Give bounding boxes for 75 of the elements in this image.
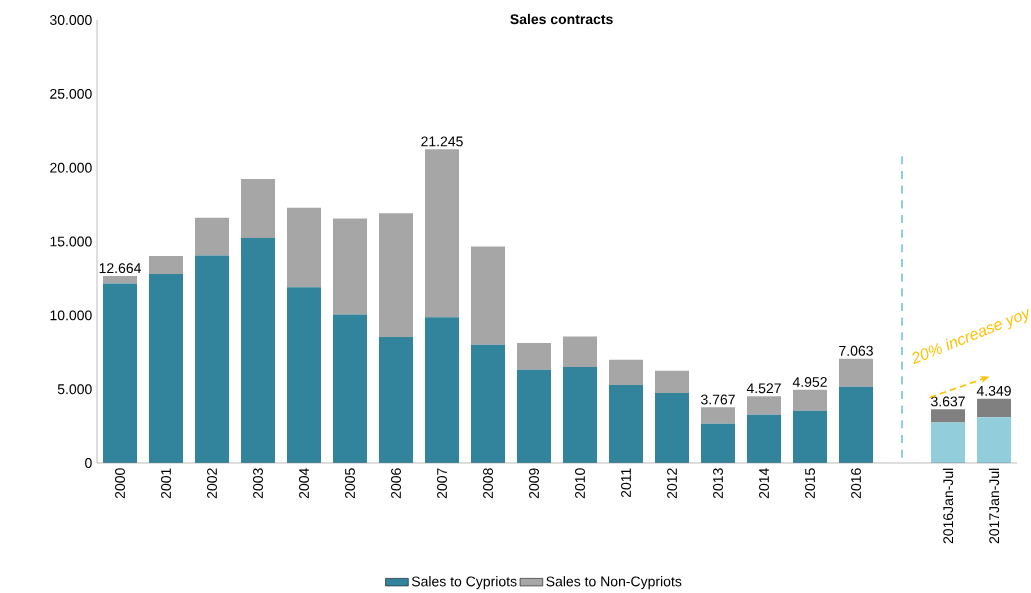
bar — [563, 367, 598, 463]
bar — [793, 410, 828, 463]
x-tick-label: 2012 — [667, 468, 677, 499]
bar — [609, 359, 644, 386]
bar — [287, 207, 321, 288]
bar — [517, 342, 552, 370]
bar — [793, 389, 828, 411]
bar — [425, 149, 460, 318]
x-tick-label: 2002 — [207, 468, 217, 499]
x-tick-label: 2000 — [115, 468, 125, 499]
total-label: 4.349 — [976, 385, 1011, 396]
chart-title: Sales contracts — [510, 13, 613, 25]
bar — [195, 217, 229, 256]
bar — [701, 423, 736, 463]
bar — [379, 337, 414, 463]
legend-label: Sales to Cypriots — [411, 576, 517, 590]
bar — [701, 407, 736, 424]
x-tick-label: 2003 — [253, 468, 263, 499]
x-tick-label: 2006 — [391, 468, 401, 499]
y-tick-label: 0 — [85, 458, 92, 468]
x-tick-label: 2004 — [299, 468, 309, 499]
total-label: 3.637 — [931, 396, 965, 407]
legend-label: Sales to Non-Cypriots — [546, 576, 682, 590]
bar — [747, 396, 782, 415]
total-label: 4.527 — [746, 383, 781, 394]
x-tick-label: 2001 — [161, 468, 171, 499]
x-tick-label: 2016Jan-Jul — [942, 468, 954, 544]
bar — [517, 369, 552, 463]
bar — [977, 398, 1012, 418]
x-tick-label: 2011 — [621, 468, 631, 498]
x-tick-label: 2005 — [345, 468, 355, 499]
bar — [563, 336, 598, 368]
total-label: 21.245 — [421, 136, 463, 147]
x-tick-label: 2013 — [713, 468, 723, 499]
bar — [149, 256, 183, 274]
bar — [977, 417, 1012, 463]
bar — [241, 179, 275, 239]
y-tick-label: 30.000 — [50, 15, 92, 25]
bar — [471, 344, 506, 463]
bar — [747, 414, 782, 463]
x-tick-label: 2007 — [437, 468, 447, 499]
total-label: 7.063 — [839, 345, 873, 356]
bar — [103, 283, 137, 463]
total-label: 12.664 — [99, 263, 141, 274]
bar — [425, 317, 460, 463]
bar — [333, 218, 368, 315]
x-tick-label: 2016 — [851, 468, 861, 499]
y-tick-label: 15.000 — [50, 236, 92, 247]
bar — [333, 314, 368, 463]
bar — [931, 422, 966, 463]
bar — [609, 385, 644, 463]
x-tick-label: 2017Jan-Jul — [988, 468, 1000, 544]
bar — [655, 370, 690, 393]
bar — [839, 358, 874, 387]
x-tick-label: 2008 — [483, 468, 493, 499]
x-tick-label: 2014 — [759, 468, 769, 499]
bar — [287, 287, 321, 463]
bar — [655, 393, 690, 463]
x-tick-label: 2010 — [575, 468, 585, 499]
x-tick-label: 2015 — [805, 468, 815, 499]
bar — [471, 246, 506, 345]
bar — [149, 273, 183, 463]
bar — [931, 409, 966, 423]
bar — [379, 213, 414, 338]
y-tick-label: 25.000 — [50, 88, 92, 99]
bar — [839, 386, 874, 463]
bar — [241, 238, 275, 463]
bar — [103, 275, 137, 284]
y-tick-label: 5.000 — [57, 384, 92, 395]
x-tick-label: 2009 — [529, 468, 539, 499]
total-label: 4.952 — [792, 377, 827, 387]
bar — [195, 255, 229, 463]
total-label: 3.767 — [701, 394, 735, 405]
y-tick-label: 20.000 — [50, 162, 92, 173]
y-tick-label: 10.000 — [50, 310, 92, 321]
